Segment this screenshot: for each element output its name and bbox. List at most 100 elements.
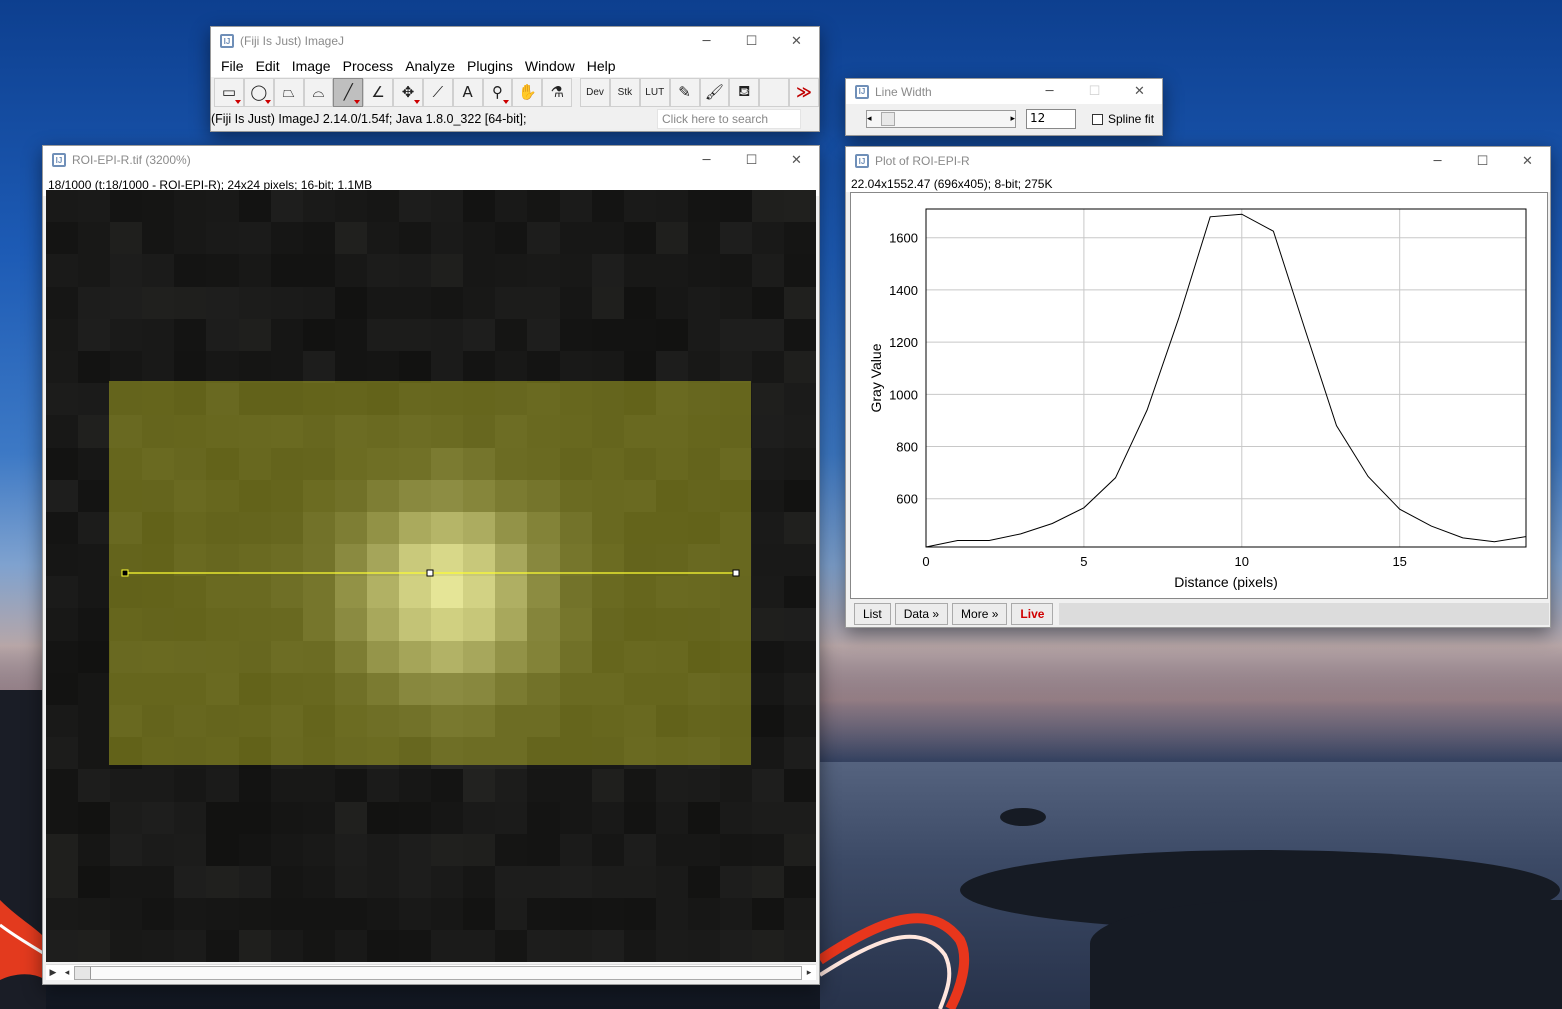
pixel (431, 286, 464, 319)
pixel (623, 318, 656, 351)
pixel (719, 737, 753, 770)
menu-file[interactable]: File (221, 58, 244, 74)
rectangle-tool-icon[interactable]: ▭ (214, 77, 244, 107)
pixel (334, 383, 367, 416)
pixel (655, 769, 688, 802)
minimize-icon[interactable]: ─ (702, 152, 711, 168)
wand-tool-icon[interactable]: ⟋ (422, 77, 453, 107)
spline-fit-checkbox[interactable]: Spline fit (1092, 112, 1154, 126)
more-button[interactable]: More » (952, 603, 1008, 625)
live-button[interactable]: Live (1011, 603, 1054, 625)
pixel (623, 833, 656, 866)
maximize-icon[interactable]: ☐ (745, 152, 758, 168)
pixel (431, 415, 464, 448)
spline-fit-label: Spline fit (1108, 112, 1155, 126)
close-icon[interactable]: ✕ (791, 152, 802, 168)
line-width-field[interactable]: 12 (1026, 109, 1076, 129)
checkbox-box[interactable] (1092, 113, 1103, 125)
pixel (46, 544, 79, 577)
pixel (399, 737, 432, 770)
pixel (46, 833, 79, 866)
color-picker-icon[interactable]: ⚗ (542, 77, 573, 107)
pixel (174, 190, 207, 223)
image-canvas[interactable] (46, 190, 816, 962)
pixel (591, 318, 624, 351)
play-animation-icon[interactable]: ▶ (49, 967, 57, 978)
close-icon[interactable]: ✕ (791, 33, 802, 49)
point-tool-icon[interactable]: ✥ (393, 77, 423, 107)
scrollbar-track[interactable] (74, 965, 802, 980)
minimize-icon[interactable]: ─ (1433, 153, 1442, 169)
imagej-titlebar[interactable]: IJ (Fiji Is Just) ImageJ ─ ☐ ✕ (211, 27, 819, 55)
pixel (174, 544, 207, 577)
image-titlebar[interactable]: IJ ROI-EPI-R.tif (3200%) ─ ☐ ✕ (43, 146, 819, 174)
empty-tool-slot[interactable] (759, 77, 790, 107)
plot-area[interactable]: 0 5 10 15 600 800 1000 1200 1400 1600 Distance (p… (850, 192, 1548, 599)
text-tool-icon[interactable]: A (452, 77, 483, 107)
line-width-titlebar[interactable]: IJ Line Width ─ ☐ ✕ (846, 79, 1162, 104)
list-button[interactable]: List (854, 603, 891, 625)
slider-thumb[interactable] (881, 112, 895, 126)
maximize-icon[interactable]: ☐ (1476, 153, 1489, 169)
more-tools-icon[interactable]: ≫ (789, 77, 819, 107)
data-button[interactable]: Data » (894, 603, 949, 625)
pixel (784, 479, 816, 512)
pencil-tool-icon[interactable]: ✎ (669, 77, 700, 107)
pixel (431, 898, 464, 931)
polygon-tool-icon[interactable]: ⏢ (273, 77, 304, 107)
menu-edit[interactable]: Edit (255, 58, 280, 74)
pixel (238, 447, 271, 480)
angle-tool-icon[interactable]: ∠ (363, 77, 394, 107)
slider-right-arrow-icon[interactable]: ▸ (1010, 114, 1015, 124)
pixel (784, 769, 816, 802)
flood-fill-tool-icon[interactable]: ⛾ (729, 77, 760, 107)
stk-tool-menu[interactable]: Stk (609, 77, 640, 107)
pixel (687, 190, 720, 223)
pixel (206, 222, 239, 255)
menu-image[interactable]: Image (291, 58, 331, 74)
pixel (591, 737, 624, 770)
lut-tool-menu[interactable]: LUT (639, 77, 670, 107)
menu-process[interactable]: Process (342, 58, 394, 74)
menu-window[interactable]: Window (524, 58, 575, 74)
pixel (527, 286, 560, 319)
pixel (366, 383, 400, 416)
pixel (206, 930, 239, 962)
hand-tool-icon[interactable]: ✋ (512, 77, 543, 107)
menu-analyze[interactable]: Analyze (405, 58, 455, 74)
brush-tool-icon[interactable]: 🖌 (699, 77, 730, 107)
scrollbar-thumb[interactable] (75, 966, 91, 979)
oval-tool-icon[interactable]: ◯ (243, 77, 274, 107)
dev-tool-menu[interactable]: Dev (580, 77, 610, 107)
close-icon[interactable]: ✕ (1522, 153, 1533, 169)
menu-help[interactable]: Help (586, 58, 616, 74)
plot-titlebar[interactable]: IJ Plot of ROI-EPI-R ─ ☐ ✕ (846, 147, 1550, 175)
pixel (495, 190, 528, 223)
pixel (399, 769, 432, 802)
pixel (399, 350, 432, 384)
close-icon[interactable]: ✕ (1134, 84, 1145, 99)
pixel (719, 415, 753, 448)
pixel (784, 254, 816, 287)
search-input[interactable]: Click here to search (657, 109, 801, 129)
line-width-slider[interactable]: ◂ ▸ (866, 110, 1016, 128)
minimize-icon[interactable]: ─ (1045, 84, 1054, 99)
pixel (495, 286, 528, 319)
freehand-tool-icon[interactable]: ⌓ (303, 77, 334, 107)
pixel (463, 801, 496, 834)
pixel (142, 576, 175, 609)
slider-left-arrow-icon[interactable]: ◂ (867, 114, 872, 124)
scroll-right-icon[interactable]: ▸ (806, 967, 812, 978)
pixel (752, 415, 785, 448)
line-tool-icon[interactable]: ╱ (333, 77, 364, 107)
pixel (752, 930, 785, 962)
menu-plugins[interactable]: Plugins (467, 58, 513, 74)
scroll-left-icon[interactable]: ◂ (64, 967, 70, 978)
line-roi[interactable] (46, 190, 816, 962)
pixel (623, 608, 656, 641)
frame-scrollbar[interactable]: ▶ ◂ ▸ (46, 964, 816, 980)
magnifier-tool-icon[interactable]: ⚲ (482, 77, 513, 107)
minimize-icon[interactable]: ─ (702, 33, 711, 49)
pixel (206, 833, 239, 866)
maximize-icon[interactable]: ☐ (745, 33, 758, 49)
